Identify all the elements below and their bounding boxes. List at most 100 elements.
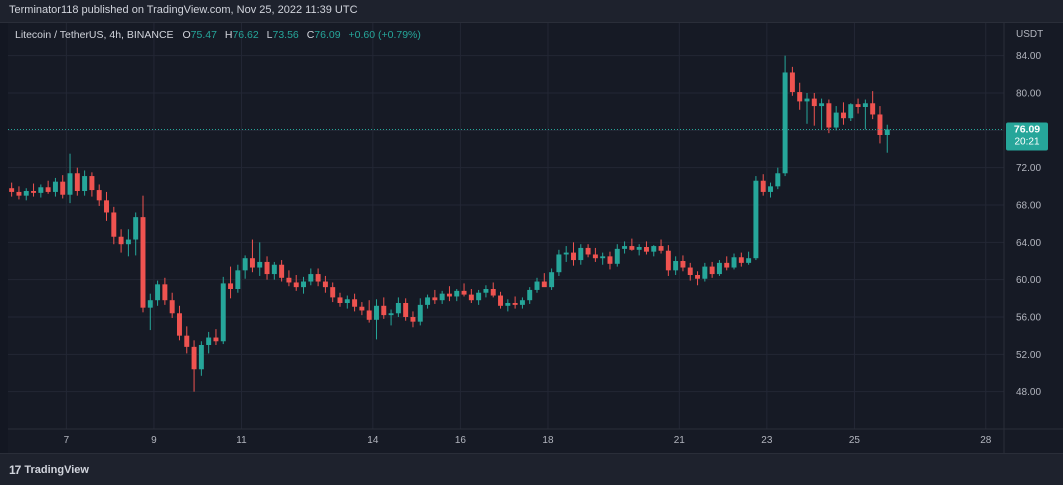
candle-body <box>746 258 752 263</box>
candle-body <box>549 272 555 288</box>
x-tick-label: 7 <box>64 435 70 446</box>
candle-body <box>67 173 73 195</box>
candle <box>169 292 175 318</box>
x-tick-label: 21 <box>674 435 686 446</box>
candle-body <box>125 239 131 245</box>
candle-body <box>432 297 438 301</box>
candle <box>490 282 496 298</box>
ohlc-legend: Litecoin / TetherUS, 4h, BINANCE O75.47 … <box>15 29 421 41</box>
candle-body <box>768 186 773 192</box>
candle <box>374 299 379 340</box>
legend-h-label: H <box>225 29 233 41</box>
candle <box>643 241 649 255</box>
candle <box>176 305 182 341</box>
candle-body <box>476 292 482 301</box>
candle <box>366 300 372 323</box>
candle-body <box>425 297 431 305</box>
candle <box>242 255 248 279</box>
candle <box>614 244 620 267</box>
candle <box>578 244 584 265</box>
candle-body <box>804 98 810 102</box>
candle <box>731 253 737 270</box>
candle <box>665 245 671 276</box>
candle <box>140 195 146 313</box>
candle-body <box>388 313 394 316</box>
candle <box>388 309 394 326</box>
candle <box>206 331 212 354</box>
x-tick-label: 11 <box>236 435 247 446</box>
candle-body <box>797 92 803 102</box>
candle-body <box>702 266 708 279</box>
candle-body <box>468 294 474 301</box>
candle <box>45 180 51 194</box>
candle <box>337 292 343 307</box>
candle <box>104 191 109 221</box>
candle <box>746 251 752 265</box>
candle-body <box>337 297 343 303</box>
candle-body <box>242 258 248 271</box>
candlestick-chart[interactable]: 84.0080.0076.0072.0068.0064.0060.0056.00… <box>8 23 1063 453</box>
candles <box>9 55 890 392</box>
candle-body <box>147 300 153 308</box>
candle-body <box>301 281 306 288</box>
candle-body <box>111 212 117 237</box>
candle-body <box>417 304 423 322</box>
candle <box>702 262 708 282</box>
candle <box>468 289 474 303</box>
candle <box>768 182 773 198</box>
candle-body <box>724 262 730 268</box>
candle <box>636 244 642 256</box>
candle <box>716 260 722 276</box>
candle <box>592 247 598 262</box>
candle <box>870 91 876 120</box>
candle <box>877 106 883 144</box>
price-badge: 76.09 20:21 <box>1006 122 1048 151</box>
candle <box>571 242 576 266</box>
candle-body <box>264 261 270 275</box>
candle-body <box>753 180 759 259</box>
y-tick-label: 72.00 <box>1016 163 1041 174</box>
candle <box>162 277 168 305</box>
candle <box>454 289 460 302</box>
candle-body <box>257 261 263 268</box>
price-axis[interactable] <box>1004 23 1063 453</box>
candle-body <box>556 254 562 273</box>
candle-body <box>534 281 540 290</box>
candle-body <box>315 274 321 282</box>
candle <box>826 99 832 134</box>
candle <box>789 66 795 96</box>
candle <box>279 260 285 282</box>
candle-body <box>614 248 620 264</box>
chart-frame[interactable]: 84.0080.0076.0072.0068.0064.0060.0056.00… <box>8 23 1063 453</box>
candle <box>330 282 336 303</box>
candle-body <box>578 247 584 261</box>
candle <box>23 188 29 201</box>
candle-body <box>789 72 795 93</box>
candle-body <box>680 261 686 268</box>
x-tick-label: 28 <box>980 435 992 446</box>
candle <box>498 291 504 309</box>
candle-body <box>571 252 576 261</box>
candle <box>709 261 715 278</box>
tradingview-logo[interactable]: 17 TradingView <box>9 462 89 478</box>
candle <box>359 302 365 316</box>
candle-body <box>446 293 452 297</box>
candle-body <box>505 303 511 306</box>
candle <box>585 244 591 258</box>
candle-body <box>877 114 883 135</box>
x-tick-label: 16 <box>455 435 467 446</box>
candle-body <box>862 103 868 107</box>
candle-body <box>665 250 671 271</box>
candle-body <box>636 247 642 250</box>
candle-body <box>833 112 839 128</box>
candle-body <box>395 303 401 314</box>
candle-body <box>600 256 606 259</box>
candle <box>775 167 781 190</box>
candle-body <box>286 277 292 283</box>
candle-body <box>96 190 102 201</box>
candle <box>352 293 358 312</box>
candle-body <box>709 266 715 275</box>
candle-body <box>716 262 722 275</box>
candle <box>563 246 569 262</box>
candle-body <box>687 267 693 275</box>
